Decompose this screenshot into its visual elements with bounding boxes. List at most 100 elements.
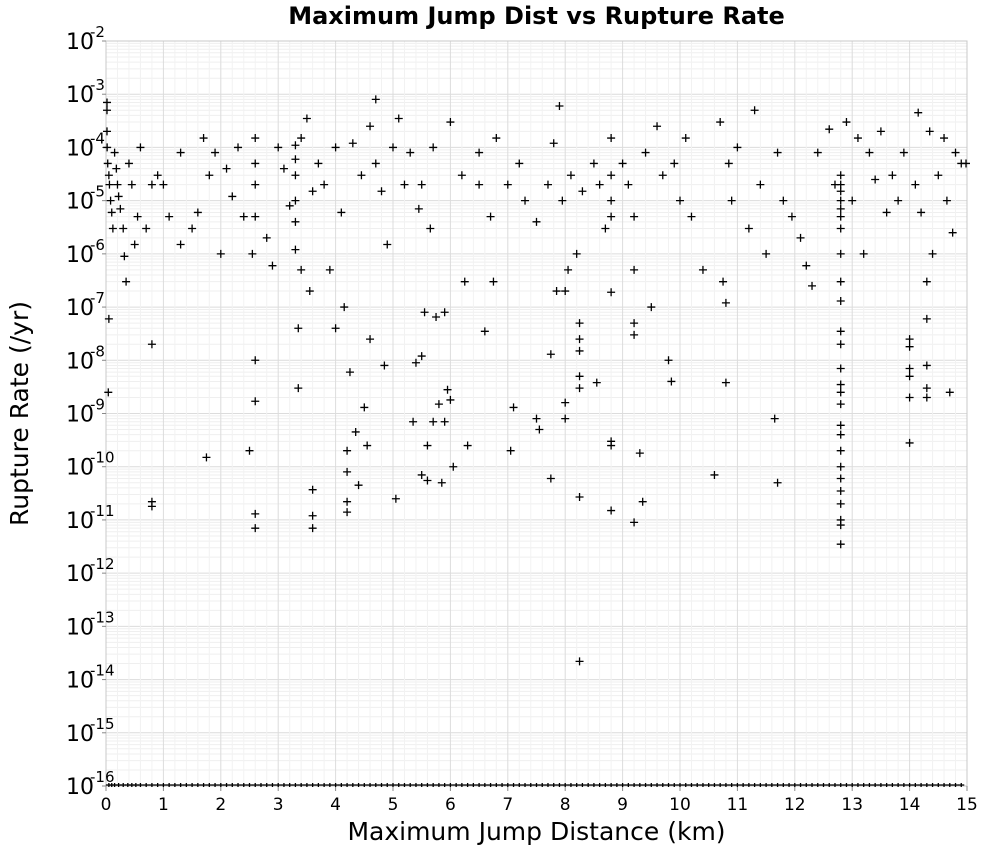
floor-data-point [579, 783, 586, 787]
data-point [279, 164, 288, 173]
floor-data-point [522, 783, 529, 787]
y-tick-exponent: -14 [90, 662, 115, 680]
floor-data-point [194, 783, 201, 787]
data-point [251, 356, 260, 365]
data-point [698, 265, 707, 274]
y-tick-base: 10 [66, 403, 94, 428]
data-point [460, 277, 469, 286]
data-point [475, 180, 484, 189]
data-point [575, 372, 584, 381]
data-point [294, 384, 303, 393]
floor-data-point [791, 783, 798, 787]
data-point [962, 159, 970, 168]
data-point [417, 470, 426, 479]
floor-data-point [608, 783, 615, 787]
y-tick-base: 10 [66, 30, 94, 55]
data-point [802, 261, 811, 270]
data-point [719, 277, 728, 286]
floor-data-point [849, 783, 856, 787]
data-point [291, 155, 300, 164]
floor-data-point [246, 783, 253, 787]
data-point [417, 352, 426, 361]
floor-data-point [941, 783, 948, 787]
floor-data-point [321, 783, 328, 787]
floor-data-point [550, 783, 557, 787]
floor-data-point [866, 783, 873, 787]
data-point [449, 462, 458, 471]
data-point [302, 114, 311, 123]
data-point [314, 159, 323, 168]
floor-data-point [544, 783, 551, 787]
y-tick-exponent: -2 [90, 23, 105, 41]
floor-data-point [682, 783, 689, 787]
y-tick-base: 10 [66, 509, 94, 534]
floor-data-point [636, 783, 643, 787]
data-point [120, 252, 129, 261]
data-point [251, 509, 260, 518]
data-point [681, 134, 690, 143]
floor-data-point [166, 783, 173, 787]
data-point [922, 393, 931, 402]
data-point [575, 346, 584, 355]
floor-data-point [820, 783, 827, 787]
y-tick-exponent: -13 [90, 608, 115, 626]
data-point [251, 134, 260, 143]
data-point [871, 175, 880, 184]
data-point [836, 380, 845, 389]
data-point [389, 143, 397, 152]
data-point [245, 446, 254, 455]
data-point [865, 148, 874, 157]
data-point [308, 511, 317, 520]
data-point [836, 521, 845, 530]
data-point [779, 196, 788, 205]
data-point [325, 265, 334, 274]
data-point [607, 196, 616, 205]
data-point [105, 180, 114, 189]
data-point [188, 224, 197, 233]
data-point [561, 414, 570, 423]
data-point [836, 212, 845, 221]
data-point [262, 233, 271, 242]
x-tick-label: 8 [560, 795, 571, 815]
floor-data-point [212, 783, 219, 787]
data-point [107, 208, 116, 217]
data-point [607, 212, 616, 221]
data-point [836, 462, 845, 471]
data-point [291, 245, 300, 254]
data-point [667, 377, 676, 386]
data-point [836, 171, 845, 180]
data-point [165, 212, 174, 221]
data-point [147, 180, 156, 189]
x-tick-label: 7 [502, 795, 513, 815]
data-point [836, 187, 845, 196]
data-point [948, 228, 957, 237]
y-tick-exponent: -7 [90, 289, 105, 307]
data-point [922, 314, 931, 323]
data-point [773, 148, 782, 157]
data-point [106, 196, 115, 205]
floor-data-point [143, 783, 150, 787]
floor-data-point [332, 783, 339, 787]
data-point [297, 265, 306, 274]
data-point [905, 342, 914, 351]
floor-data-point [189, 783, 196, 787]
floor-data-point [809, 783, 816, 787]
data-point [635, 449, 644, 458]
x-tick-label: 1 [158, 795, 169, 815]
data-point [894, 196, 903, 205]
data-point [607, 288, 616, 297]
floor-data-point [355, 783, 362, 787]
data-point [147, 502, 156, 511]
data-point [773, 478, 782, 487]
floor-data-point [361, 783, 368, 787]
data-point [228, 192, 237, 201]
floor-data-point [837, 783, 844, 787]
x-tick-label: 2 [215, 795, 226, 815]
floor-data-point [768, 783, 775, 787]
floor-data-point [412, 783, 419, 787]
data-point [251, 159, 260, 168]
data-point [147, 340, 156, 349]
data-point [917, 208, 926, 217]
floor-data-point [160, 783, 167, 787]
